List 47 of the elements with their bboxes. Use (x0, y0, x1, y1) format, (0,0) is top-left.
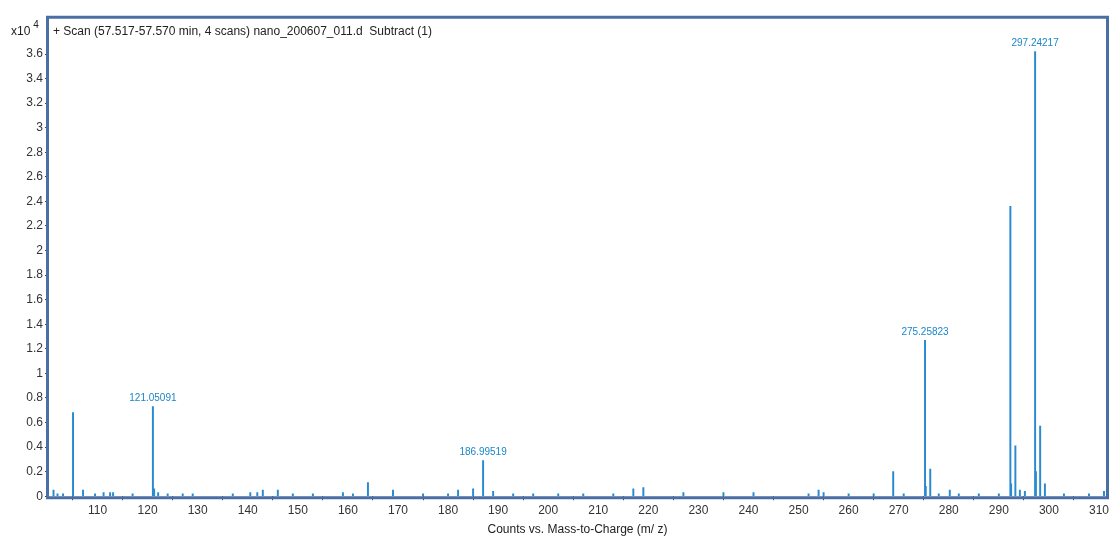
x-tick-label: 270 (888, 502, 910, 517)
y-tick-label: 0.6 (26, 414, 44, 429)
y-tick-label: 3.6 (26, 46, 44, 61)
x-axis-title: Counts vs. Mass-to-Charge (m/ z) (487, 522, 668, 537)
y-axis-title: x104 (11, 18, 40, 38)
annotation: 297.24217 (1011, 37, 1060, 49)
x-tick-label: 310 (1088, 502, 1110, 517)
x-tick-label: 140 (237, 502, 259, 517)
y-tick-label: 2.6 (26, 169, 44, 184)
x-tick-label: 130 (187, 502, 209, 517)
x-tick-label: 180 (438, 502, 459, 517)
annotation: 275.25823 (901, 325, 950, 337)
x-tick-label: 190 (488, 502, 509, 517)
x-tick-label: 230 (688, 502, 709, 517)
x-tick-label: 260 (838, 502, 859, 517)
y-tick-label: 1 (36, 365, 44, 380)
y-tick-label: 0 (36, 488, 44, 503)
y-tick-label: 2.4 (26, 193, 44, 208)
y-tick-label: 1.8 (26, 267, 44, 282)
y-tick-label: 3 (36, 120, 44, 135)
x-tick-label: 210 (588, 502, 609, 517)
y-tick-label: 1.6 (26, 292, 44, 306)
y-tick-label: 2.2 (26, 218, 44, 233)
x-tick-label: 250 (788, 502, 809, 517)
y-tick-label: 2 (36, 242, 44, 257)
y-tick-label: 3.2 (26, 95, 44, 110)
y-tick-label: 0.2 (26, 463, 44, 478)
x-tick-label: 110 (88, 502, 108, 517)
x-tick-label: 120 (137, 502, 158, 517)
x-tick-label: 150 (287, 502, 309, 517)
y-tick-label: 0.4 (26, 439, 44, 454)
annotation: 121.05091 (129, 392, 177, 404)
y-tick-label: 2.8 (26, 144, 44, 159)
y-tick-label: 3.4 (26, 70, 44, 85)
x-tick-label: 220 (638, 502, 659, 517)
y-tick-label: 1.2 (26, 341, 44, 356)
x-tick-label: 300 (1038, 502, 1060, 517)
y-tick-label: 1.4 (26, 316, 44, 331)
y-tick-label: 0.8 (26, 390, 44, 405)
x-tick-label: 200 (538, 502, 559, 517)
x-tick-label: 170 (387, 502, 409, 517)
text: + Scan (57.517-57.570 min, 4 scans) nano_200607_011.d Subtract (1) (53, 23, 433, 38)
x-tick-label: 160 (337, 502, 359, 517)
x-tick-label: 290 (988, 502, 1010, 517)
annotation: 186.99519 (459, 446, 508, 458)
x-tick-label: 240 (738, 502, 759, 517)
x-tick-label: 280 (938, 502, 960, 517)
